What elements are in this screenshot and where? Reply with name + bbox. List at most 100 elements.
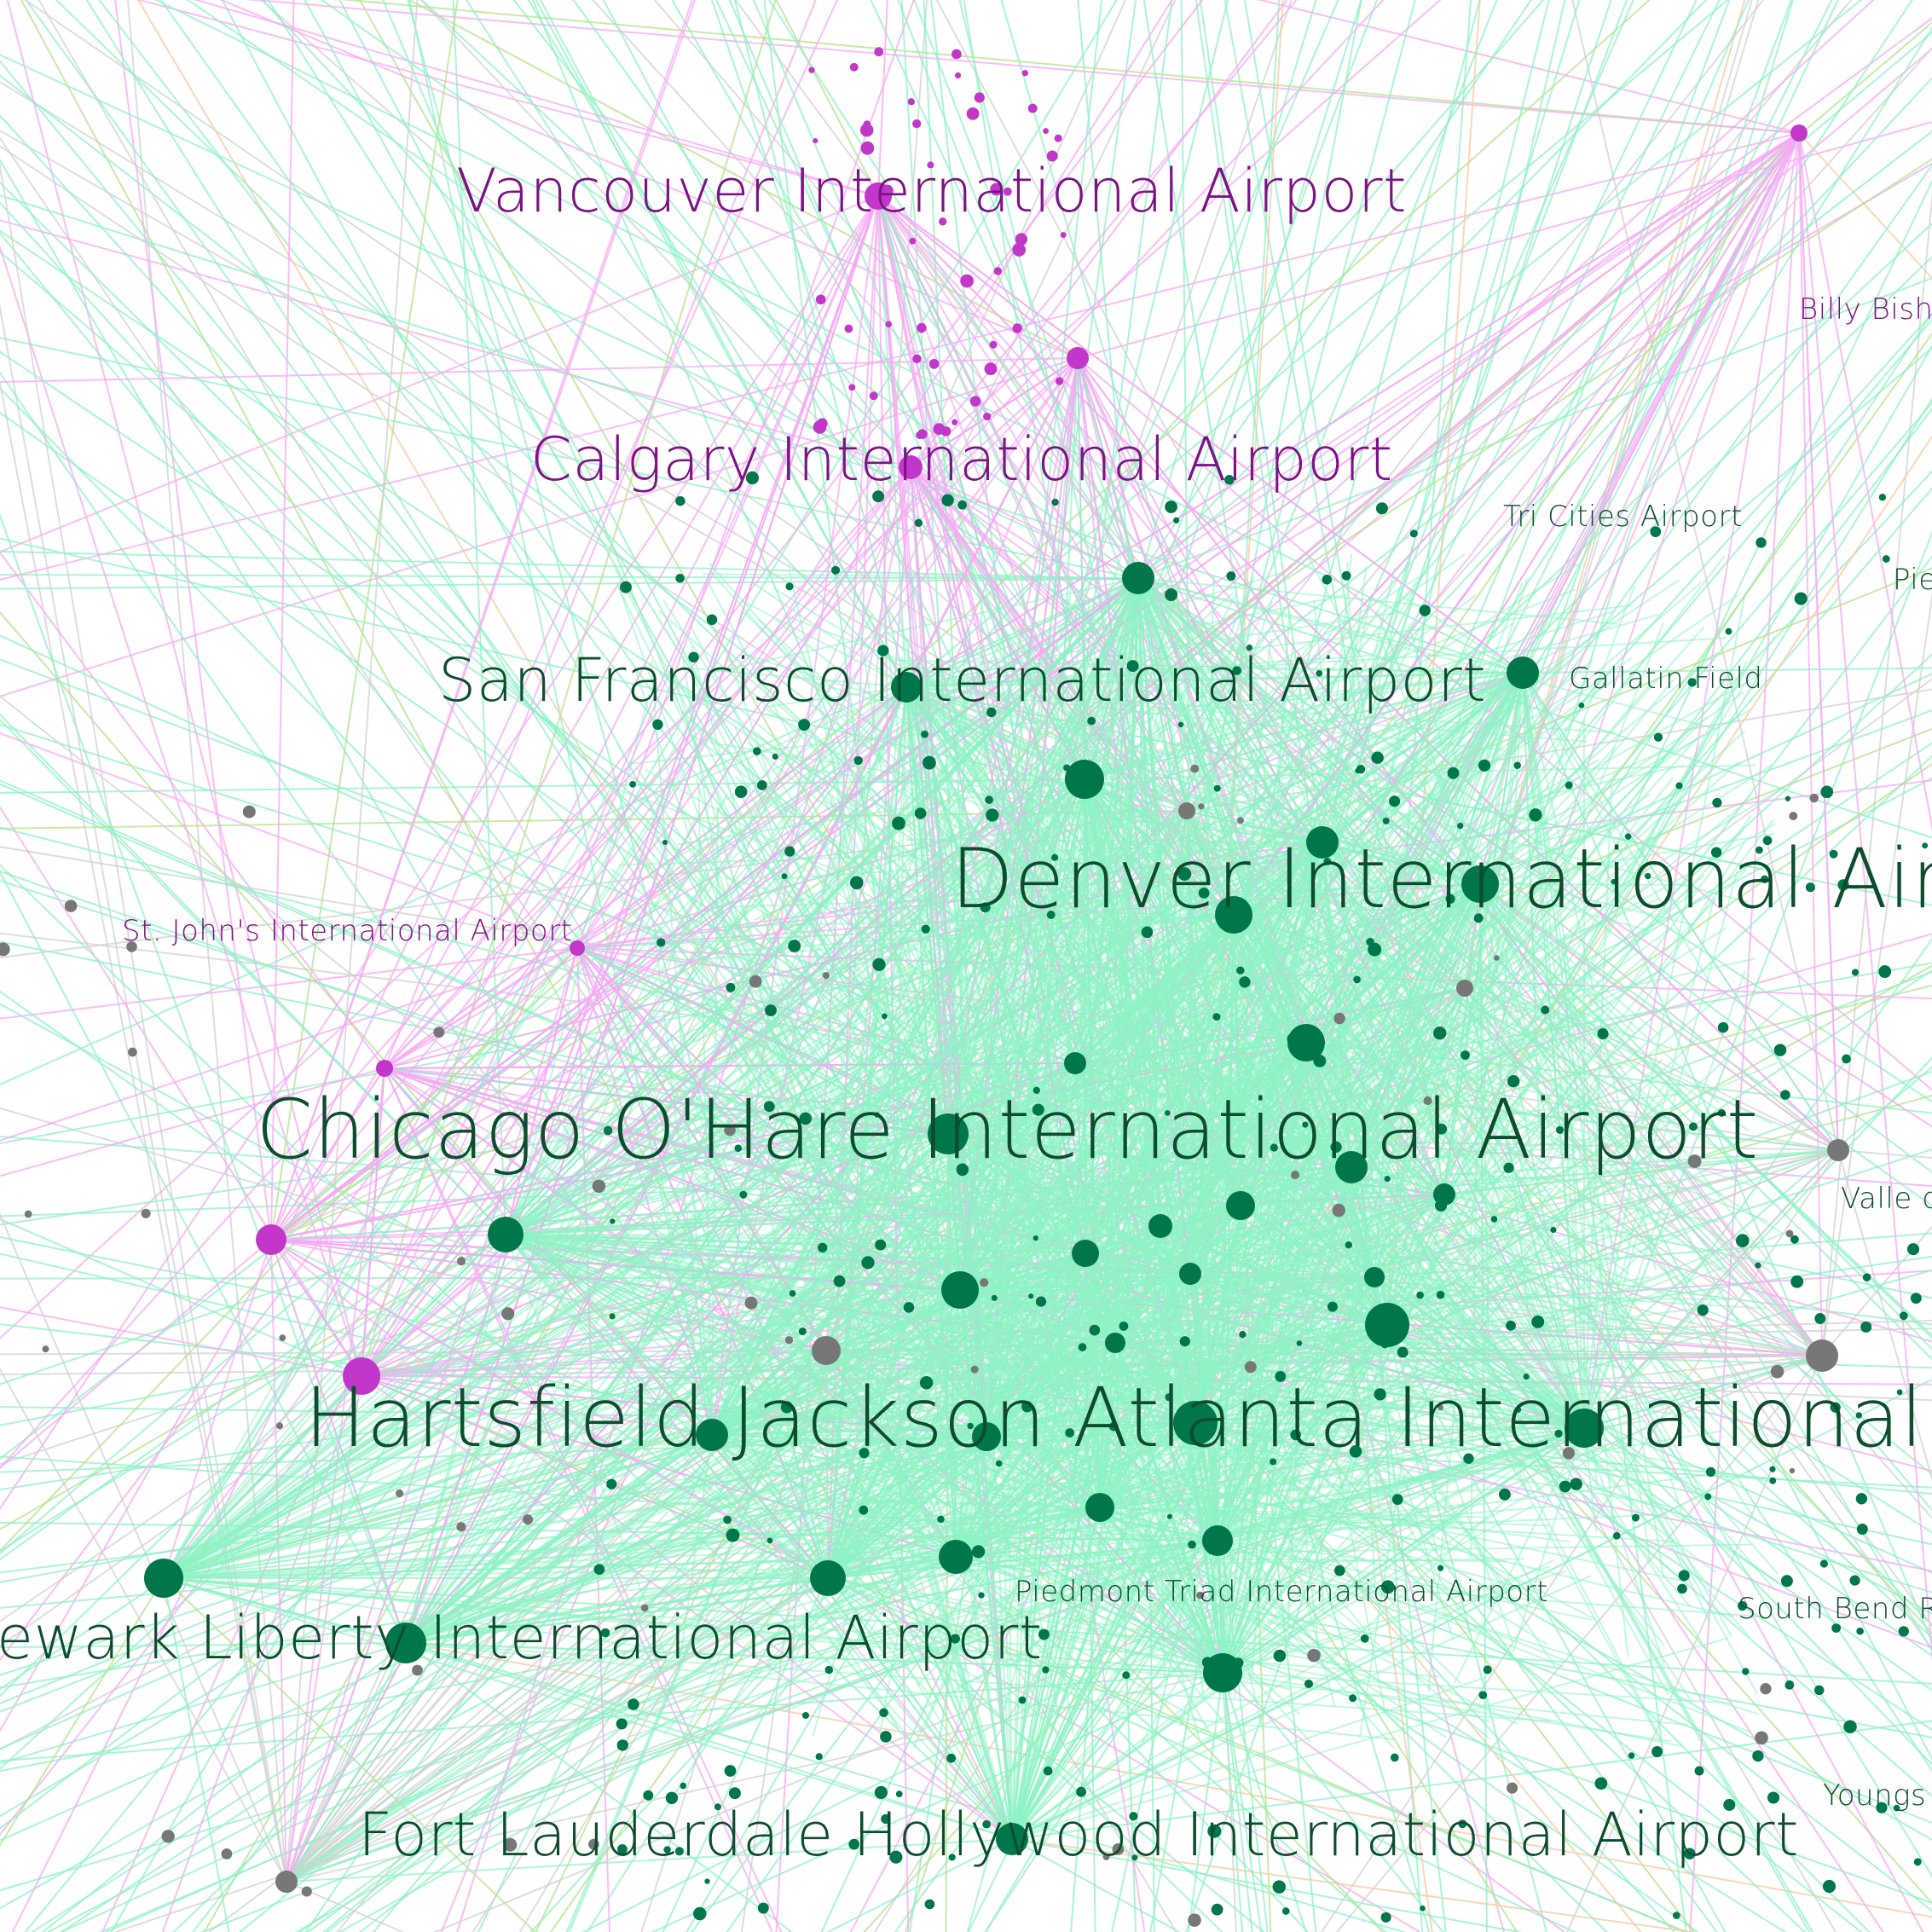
route-edge: [0, 357, 1079, 384]
route-edge: [1571, 0, 1839, 1151]
airport-node: [1814, 1313, 1826, 1324]
airport-node: [1899, 1311, 1908, 1321]
airport-node: [1523, 1373, 1530, 1380]
airport-node: [1355, 767, 1361, 774]
airport-node: [874, 1785, 888, 1800]
airport-node: [1033, 1235, 1038, 1241]
route-edge: [0, 947, 578, 1553]
airport-node: [1651, 1746, 1663, 1757]
route-edge: [905, 593, 1347, 688]
airport-node: [753, 747, 761, 755]
airport-node: [941, 494, 954, 506]
route-edge: [163, 1187, 1553, 1579]
route-edge: [0, 512, 407, 1644]
airport-node: [1559, 1480, 1571, 1493]
route-edge: [1011, 1506, 1679, 1840]
route-edge: [897, 923, 949, 1135]
route-edge: [1351, 927, 1727, 1168]
airport-node: [982, 1819, 991, 1829]
airport-node: [1177, 721, 1184, 728]
airport-node: [1756, 537, 1767, 548]
airport-node: [301, 1886, 312, 1897]
route-edge: [1186, 132, 1800, 812]
airport-node: [808, 67, 815, 73]
airport-node: [1028, 1293, 1034, 1299]
airport-node: [1043, 1766, 1053, 1776]
route-edge: [697, 788, 713, 1436]
airport-node: [1855, 1412, 1863, 1419]
route-edge: [1011, 1058, 1663, 1840]
airport-node: [1611, 878, 1617, 885]
airport-node: [1827, 1139, 1849, 1161]
route-edge: [905, 686, 1556, 1668]
route-edge: [838, 820, 1307, 1044]
route-edge: [1351, 1166, 1686, 1189]
route-edge: [905, 686, 1079, 1410]
route-edge: [505, 1234, 956, 1623]
airport-node: [1506, 1320, 1516, 1331]
airport-node: [745, 471, 760, 485]
airport-node: [972, 1422, 1001, 1451]
route-edge: [1798, 132, 1932, 280]
route-edge: [1241, 672, 1524, 812]
airport-node: [1837, 879, 1849, 891]
airport-node: [42, 1345, 49, 1353]
route-edge: [505, 793, 728, 1235]
route-edge: [979, 577, 1139, 1248]
route-edge: [1217, 578, 1529, 1542]
route-edge: [1011, 1196, 1120, 1840]
route-edge: [163, 578, 1140, 1579]
route-edge: [1233, 904, 1503, 916]
airport-node: [1433, 1183, 1455, 1206]
route-edge: [942, 672, 1524, 685]
route-edge: [798, 1488, 1013, 1840]
route-edge: [1386, 1324, 1716, 1573]
route-edge: [1366, 685, 1481, 885]
airport-node: [1819, 1559, 1828, 1568]
airport-node: [1304, 1679, 1314, 1688]
route-edge: [1522, 0, 1839, 674]
airport-node: [1226, 1191, 1255, 1220]
airport-node: [412, 1664, 423, 1676]
route-edge: [923, 672, 1524, 1236]
route-edge: [1351, 887, 1699, 1168]
route-edge: [751, 581, 907, 688]
route-edge: [947, 1133, 1293, 1334]
route-edge: [0, 1642, 407, 1649]
airport-node: [872, 957, 886, 972]
route-edge: [980, 728, 1196, 1424]
route-edge: [905, 579, 915, 688]
route-edge: [947, 1133, 1569, 1481]
airport-node: [1507, 1782, 1518, 1794]
route-edge: [986, 1391, 1146, 1437]
route-edge: [980, 606, 1013, 1840]
route-edge: [827, 1469, 1480, 1579]
route-edge: [1084, 778, 1335, 1321]
airport-node: [872, 490, 885, 503]
airport-node: [1055, 377, 1064, 385]
route-edge: [681, 657, 829, 1579]
airport-node: [1910, 1293, 1922, 1304]
route-edge: [1233, 842, 1323, 1699]
airport-node: [628, 1698, 639, 1710]
route-edge: [959, 1139, 999, 1291]
airport-node: [657, 938, 666, 947]
airport-node: [675, 495, 685, 506]
route-edge: [947, 657, 1633, 1135]
airport-node: [606, 1478, 617, 1489]
airport-node: [1064, 1052, 1086, 1074]
airport-node: [1397, 1346, 1409, 1358]
route-edge: [405, 1193, 1246, 1644]
route-edge: [936, 577, 1139, 791]
route-edge: [955, 1543, 1752, 1558]
airport-node: [995, 1460, 1003, 1467]
airport-node: [1914, 1858, 1922, 1865]
route-edge: [1222, 1397, 1695, 1674]
airport-node: [1188, 1913, 1201, 1927]
airport-node: [880, 1731, 892, 1743]
airport-node: [980, 1278, 989, 1287]
route-edge: [286, 1881, 405, 1932]
airport-node: [1507, 1074, 1520, 1088]
airport-node: [1717, 1021, 1729, 1033]
airport-labels: Vancouver International Airport Calgary …: [0, 156, 1932, 1870]
